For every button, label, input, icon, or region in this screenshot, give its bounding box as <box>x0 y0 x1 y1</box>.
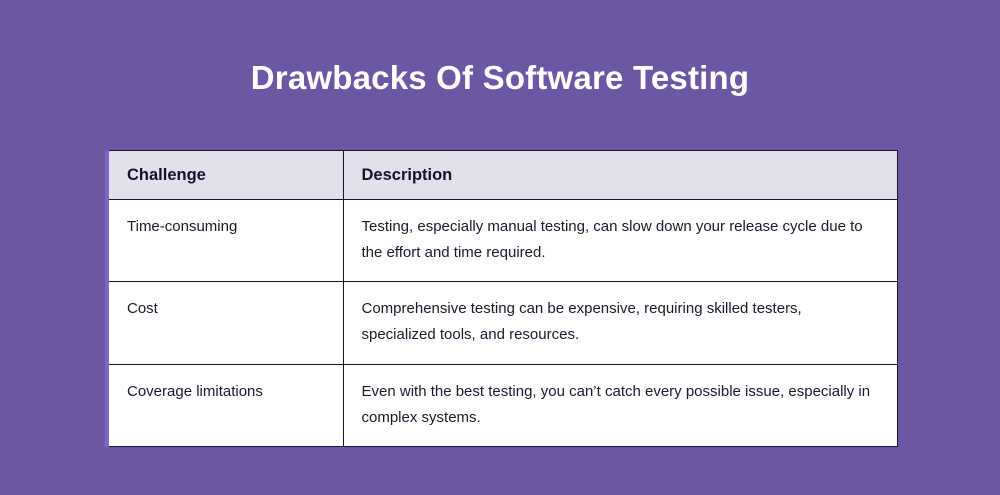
table-header-row: Challenge Description <box>107 150 897 200</box>
cell-description: Testing, especially manual testing, can … <box>343 199 897 283</box>
cell-challenge: Coverage limitations <box>107 364 344 447</box>
page-title: Drawbacks Of Software Testing <box>250 59 750 96</box>
table-header: Challenge Description <box>107 150 897 200</box>
cell-description: Comprehensive testing can be expensive, … <box>343 281 897 365</box>
table-row: Time-consuming Testing, especially manua… <box>107 199 897 283</box>
table-row: Cost Comprehensive testing can be expens… <box>107 281 897 365</box>
drawbacks-table-container: Challenge Description Time-consuming Tes… <box>105 150 898 448</box>
cell-challenge: Time-consuming <box>107 199 344 283</box>
table-row: Coverage limitations Even with the best … <box>107 364 897 447</box>
column-header-description: Description <box>343 150 897 200</box>
table-body: Time-consuming Testing, especially manua… <box>107 199 897 447</box>
cell-challenge: Cost <box>107 281 344 365</box>
drawbacks-table: Challenge Description Time-consuming Tes… <box>105 150 898 448</box>
column-header-challenge: Challenge <box>107 150 344 200</box>
cell-description: Even with the best testing, you can’t ca… <box>343 364 897 447</box>
